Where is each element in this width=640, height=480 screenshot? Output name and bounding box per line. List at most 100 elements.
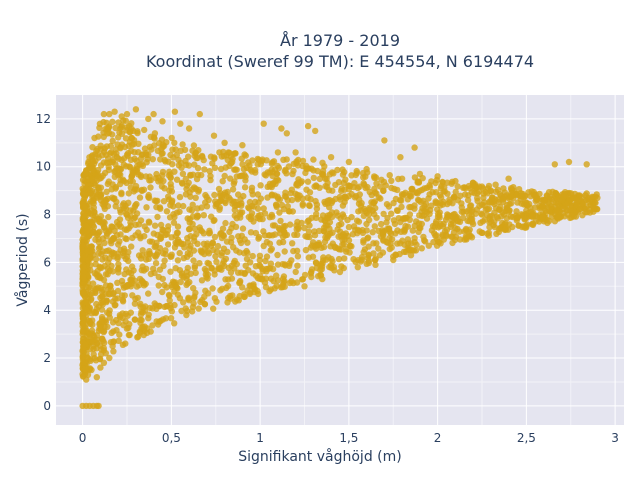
data-point <box>306 202 313 210</box>
data-point <box>318 266 325 273</box>
data-point <box>324 231 331 238</box>
data-point <box>378 176 385 183</box>
x-tick-label: 2 <box>434 431 442 445</box>
data-point <box>501 226 509 234</box>
data-point <box>544 219 551 227</box>
data-point <box>126 122 133 130</box>
data-point <box>140 280 147 287</box>
data-point <box>505 175 512 182</box>
data-point <box>246 205 253 212</box>
data-point <box>183 268 190 276</box>
data-point <box>145 311 152 318</box>
data-point <box>388 210 395 217</box>
data-point <box>269 222 277 229</box>
data-point <box>96 325 103 332</box>
data-point <box>289 240 296 247</box>
data-point <box>151 197 158 204</box>
data-point <box>305 217 312 224</box>
data-point <box>118 123 125 131</box>
data-point <box>533 196 540 203</box>
data-point <box>514 214 521 221</box>
data-point <box>235 191 242 198</box>
data-point <box>202 271 209 278</box>
data-point <box>123 211 130 218</box>
data-point <box>194 212 201 219</box>
data-point <box>503 215 510 222</box>
data-point <box>201 265 209 273</box>
data-point <box>163 284 170 291</box>
data-point <box>189 308 196 315</box>
data-point <box>425 242 432 249</box>
data-point <box>565 158 573 166</box>
data-point <box>312 214 320 221</box>
y-tick-label: 10 <box>36 160 51 174</box>
data-point <box>222 219 229 227</box>
data-point <box>515 222 522 229</box>
data-point <box>82 170 89 177</box>
data-point <box>161 303 168 311</box>
data-point <box>100 110 108 118</box>
data-point <box>249 157 256 164</box>
data-point <box>443 226 451 233</box>
data-point <box>222 164 229 171</box>
data-point <box>179 170 187 177</box>
data-point <box>175 156 182 163</box>
data-point <box>484 206 491 213</box>
data-point <box>187 171 194 179</box>
data-point <box>448 233 455 240</box>
data-point <box>80 273 87 280</box>
data-point <box>409 227 416 234</box>
data-point <box>166 168 173 175</box>
data-point <box>140 325 148 332</box>
data-point <box>319 275 326 283</box>
data-point <box>130 215 138 222</box>
data-point <box>366 188 373 196</box>
data-point <box>461 228 468 235</box>
data-point <box>386 245 393 253</box>
data-point <box>523 201 530 209</box>
data-point <box>131 277 138 284</box>
data-point <box>205 260 213 267</box>
data-point <box>192 149 199 156</box>
data-point <box>96 228 103 235</box>
data-point <box>294 253 302 260</box>
data-point <box>92 255 100 263</box>
data-point <box>239 225 247 232</box>
data-point <box>491 196 499 203</box>
data-point <box>371 210 378 218</box>
data-point <box>276 209 283 216</box>
data-point <box>225 194 233 201</box>
data-point <box>184 280 191 287</box>
data-point <box>440 198 447 205</box>
data-point <box>143 226 150 234</box>
data-point <box>301 271 309 279</box>
data-point <box>594 194 601 201</box>
data-point <box>115 119 122 126</box>
data-point <box>143 256 150 263</box>
data-point <box>211 271 218 278</box>
data-point <box>398 175 406 182</box>
data-point <box>323 175 330 182</box>
data-point <box>170 219 178 226</box>
data-point <box>221 139 228 146</box>
data-point <box>354 257 362 264</box>
data-point <box>88 366 95 374</box>
data-point <box>235 269 242 276</box>
data-point <box>171 244 179 251</box>
data-point <box>315 241 323 248</box>
data-point <box>464 196 472 204</box>
data-point <box>92 289 99 297</box>
data-point <box>194 240 201 247</box>
data-point <box>139 247 146 254</box>
data-point <box>247 259 254 266</box>
data-point <box>145 191 152 199</box>
data-point <box>118 190 125 198</box>
data-point <box>131 316 138 323</box>
data-point <box>558 197 566 204</box>
data-point <box>292 149 299 156</box>
data-point <box>444 190 451 197</box>
data-point <box>493 213 500 220</box>
data-point <box>135 221 143 228</box>
data-point <box>187 193 194 200</box>
data-point <box>89 219 96 226</box>
